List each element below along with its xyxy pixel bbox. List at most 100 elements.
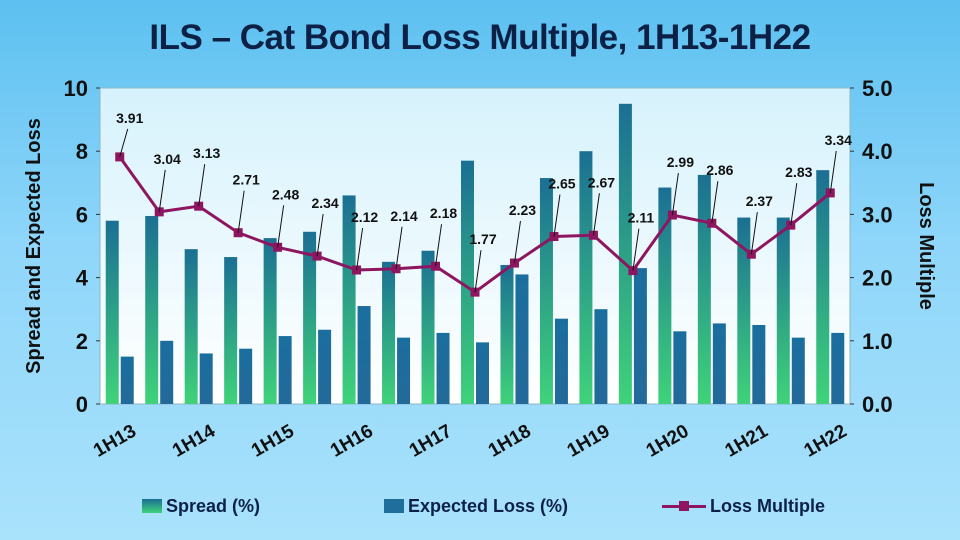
loss-multiple-data-label: 3.13 [193, 145, 220, 161]
expected-loss-bar [831, 332, 845, 404]
y2-tick-label: 1.0 [862, 329, 893, 354]
legend-loss-multiple: Loss Multiple [662, 494, 825, 518]
y-tick-label: 8 [76, 139, 88, 164]
y-tick-label: 10 [64, 76, 88, 101]
y-tick-label: 4 [76, 266, 89, 291]
data-label-leader [829, 150, 837, 193]
legend-spread-swatch [142, 499, 162, 513]
spread-bar [145, 215, 159, 404]
spread-bar [658, 187, 672, 404]
x-tick-label: 1H13 [90, 421, 140, 462]
data-label-leader [237, 190, 245, 233]
data-label-leader [553, 194, 561, 237]
spread-bar [816, 170, 830, 404]
expected-loss-bar [160, 340, 174, 404]
expected-loss-bar [712, 323, 726, 404]
loss-multiple-data-label: 2.37 [746, 193, 773, 209]
legend-expected-loss-swatch [384, 499, 404, 513]
y2-tick-label: 5.0 [862, 76, 893, 101]
loss-multiple-data-label: 2.11 [628, 210, 655, 226]
x-tick-label: 1H18 [485, 421, 535, 462]
y2-tick-label: 3.0 [862, 202, 893, 227]
y-tick-label: 0 [76, 392, 88, 417]
y2-axis-label: Loss Multiple [915, 182, 937, 310]
expected-loss-bar [199, 353, 213, 404]
data-label-leader [513, 220, 521, 264]
x-tick-label: 1H22 [801, 421, 851, 462]
data-label-leader [119, 128, 129, 158]
legend-spread-label: Spread (%) [166, 495, 261, 516]
loss-multiple-data-label: 2.67 [588, 174, 615, 190]
spread-bar [105, 220, 119, 404]
legend-loss-multiple-label: Loss Multiple [710, 495, 826, 516]
expected-loss-bar [318, 329, 332, 404]
expected-loss-bar [791, 337, 805, 404]
data-label-leader [395, 226, 403, 269]
data-label-leader [198, 164, 206, 207]
x-tick-label: 1H20 [643, 421, 693, 462]
loss-multiple-data-label: 3.04 [154, 151, 181, 167]
y2-tick-label: 2.0 [862, 266, 893, 291]
legend-expected-loss: Expected Loss (%) [384, 494, 568, 518]
legend-expected-loss-label: Expected Loss (%) [408, 495, 569, 516]
spread-bar [500, 264, 514, 404]
x-tick-label: 1H21 [722, 421, 772, 462]
expected-loss-bar [594, 309, 608, 404]
loss-multiple-data-label: 2.23 [509, 202, 536, 218]
labels-layer: 3.91 3.04 3.13 2.71 2.48 2.34 2.12 2.14 2.18 1.77… [116, 110, 852, 293]
chart-title: ILS – Cat Bond Loss Multiple, 1H13-1H22 [149, 18, 811, 57]
y-tick-label: 6 [76, 202, 88, 227]
y-axis-label: Spread and Expected Loss [23, 118, 45, 374]
loss-multiple-data-label: 2.83 [785, 164, 812, 180]
spread-bar [776, 217, 790, 404]
y2-tick-label: 0.0 [862, 392, 893, 417]
spread-bar [737, 217, 751, 404]
expected-loss-bar [554, 318, 568, 404]
expected-loss-bar [476, 342, 489, 404]
x-tick-label: 1H16 [327, 421, 377, 462]
spread-bar [263, 238, 277, 404]
expected-loss-bar [515, 274, 529, 404]
loss-multiple-data-label: 3.34 [825, 132, 852, 148]
spread-bar [539, 178, 553, 404]
y-tick-label: 2 [76, 329, 88, 354]
data-label-leader [474, 250, 482, 293]
expected-loss-bar [633, 268, 647, 404]
legend-loss-multiple-swatch [662, 499, 706, 513]
loss-multiple-data-label: 1.77 [469, 231, 496, 247]
data-label-leader [435, 224, 443, 267]
data-label-leader [671, 172, 679, 216]
spread-bar [461, 160, 474, 404]
data-label-leader [356, 227, 364, 271]
x-tick-label: 1H15 [248, 421, 298, 462]
expected-loss-bar [357, 306, 371, 404]
spread-bar [184, 249, 198, 404]
loss-multiple-data-label: 2.12 [351, 209, 378, 225]
x-tick-label: 1H14 [169, 421, 219, 462]
expected-loss-bar [673, 331, 687, 404]
data-label-leader [158, 169, 166, 212]
data-label-leader [277, 205, 285, 248]
spread-bar [579, 151, 593, 404]
spread-bar [382, 261, 396, 404]
expected-loss-bar [278, 336, 292, 404]
loss-multiple-data-label: 2.86 [706, 162, 733, 178]
loss-multiple-data-label: 3.91 [116, 110, 143, 126]
data-label-leader [750, 212, 758, 255]
data-label-leader [592, 193, 600, 236]
data-label-leader [632, 228, 640, 271]
spread-bar [342, 195, 356, 404]
spread-bar [697, 174, 711, 404]
spread-bar [224, 257, 238, 404]
expected-loss-bar [239, 348, 253, 404]
spread-bar [303, 231, 317, 404]
data-label-leader [711, 181, 719, 224]
loss-multiple-data-label: 2.18 [430, 205, 457, 221]
y2-tick-label: 4.0 [862, 139, 893, 164]
expected-loss-bar [397, 337, 411, 404]
legend-spread: Spread (%) [142, 494, 260, 518]
x-tick-label: 1H17 [406, 421, 456, 462]
loss-multiple-data-label: 2.71 [233, 172, 260, 188]
spread-bar [421, 250, 435, 404]
